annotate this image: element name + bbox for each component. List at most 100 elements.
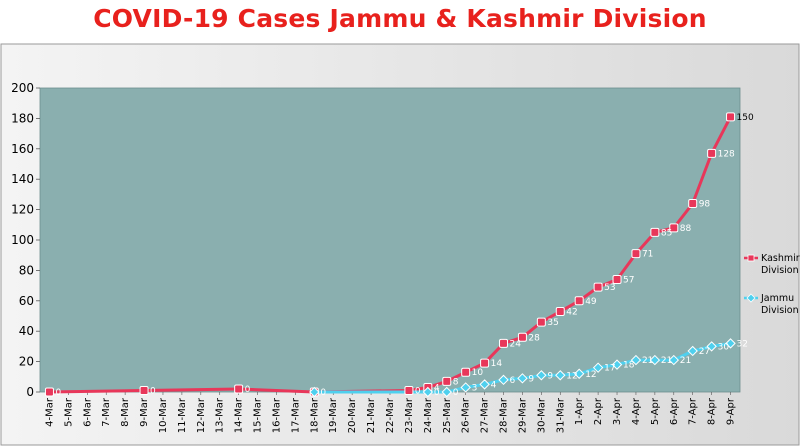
data-point [707, 148, 717, 158]
x-tick-label: 3-Apr [612, 397, 623, 425]
data-point [706, 341, 717, 352]
data-point [422, 386, 434, 398]
y-tick-label: 0 [26, 385, 34, 399]
y-tick-label: 40 [19, 324, 34, 338]
data-label: 4 [491, 380, 497, 390]
y-tick-label: 120 [11, 203, 34, 217]
x-tick-label: 27-Mar [480, 397, 491, 433]
data-label: 9 [547, 371, 553, 381]
data-label: 9 [528, 374, 534, 384]
data-point [555, 370, 566, 381]
data-point [593, 282, 603, 292]
data-point [574, 296, 584, 306]
data-point [555, 306, 565, 316]
data-point [631, 249, 641, 259]
x-tick-label: 10-Mar [158, 397, 169, 433]
data-point [479, 379, 490, 390]
x-tick-label: 13-Mar [215, 397, 226, 433]
x-tick-label: 7-Apr [688, 397, 699, 425]
data-label: 17 [604, 364, 615, 374]
data-point [649, 354, 661, 366]
data-point [517, 332, 527, 342]
x-tick-label: 4-Mar [44, 397, 55, 427]
data-point [404, 385, 414, 395]
data-label: 24 [510, 339, 522, 349]
data-label: 0 [453, 388, 459, 398]
x-tick-label: 12-Mar [196, 397, 207, 433]
plot-area [39, 87, 741, 393]
legend-label: Jammu [760, 293, 794, 304]
x-tick-label: 1-Apr [574, 397, 585, 425]
data-label: 0 [434, 388, 440, 398]
data-point [498, 374, 509, 386]
data-point [517, 373, 528, 384]
data-label: 150 [737, 113, 754, 123]
data-label: 21 [661, 356, 672, 366]
data-label: 18 [623, 361, 635, 371]
data-label: 35 [547, 318, 558, 328]
x-tick-label: 9-Apr [726, 397, 737, 425]
legend-label: Division [761, 265, 799, 276]
data-label: 42 [566, 307, 577, 317]
y-tick-label: 80 [19, 263, 34, 277]
data-point [536, 317, 546, 327]
data-label: 98 [699, 200, 711, 210]
data-label: 53 [604, 283, 615, 293]
x-tick-label: 22-Mar [385, 397, 396, 433]
x-tick-label: 17-Mar [290, 397, 301, 433]
x-tick-label: 6-Mar [82, 397, 93, 427]
data-label: 49 [585, 297, 597, 307]
x-tick-label: 5-Mar [63, 397, 74, 427]
data-label: 10 [472, 368, 484, 378]
data-label: 88 [680, 224, 692, 234]
x-tick-label: 2-Apr [593, 397, 604, 425]
x-tick-label: 25-Mar [442, 397, 453, 433]
data-label: 30 [718, 342, 730, 352]
data-label: 85 [661, 228, 672, 238]
data-label: 57 [623, 276, 634, 286]
x-tick-label: 26-Mar [461, 397, 472, 433]
data-label: 4 [434, 383, 440, 393]
data-label: 128 [718, 149, 735, 159]
x-tick-label: 28-Mar [499, 397, 510, 433]
data-label: 0 [150, 386, 156, 396]
data-label: 28 [528, 333, 540, 343]
legend-marker [746, 293, 756, 303]
y-tick-label: 200 [11, 81, 34, 95]
data-label: 12 [566, 371, 577, 381]
x-tick-label: 4-Apr [631, 397, 642, 425]
data-point [573, 368, 585, 379]
x-tick-label: 6-Apr [669, 397, 680, 425]
data-point [630, 354, 642, 366]
data-point [592, 362, 604, 373]
x-tick-label: 15-Mar [253, 397, 264, 433]
y-tick-label: 160 [11, 142, 34, 156]
x-tick-label: 11-Mar [177, 397, 188, 433]
data-point [687, 345, 698, 357]
x-tick-label: 7-Mar [101, 397, 112, 427]
x-tick-label: 23-Mar [404, 397, 415, 433]
y-tick-label: 20 [19, 355, 34, 369]
data-point [309, 386, 320, 398]
x-tick-label: 31-Mar [555, 397, 566, 433]
x-tick-label: 18-Mar [309, 397, 320, 433]
data-label: 71 [642, 250, 653, 260]
x-tick-label: 29-Mar [517, 397, 528, 433]
y-axis: 0 20 40 60 80 100 120 140 160 180 200 [11, 81, 40, 399]
x-tick-label: 14-Mar [234, 397, 245, 433]
data-point [44, 387, 54, 397]
x-tick-label: 8-Apr [707, 397, 718, 425]
data-point [668, 354, 679, 366]
data-point [612, 275, 622, 285]
data-label: 12 [585, 370, 596, 380]
y-tick-label: 140 [11, 172, 34, 186]
y-tick-label: 60 [19, 294, 34, 308]
x-axis: 4-Mar 5-Mar 6-Mar 7-Mar 8-Mar 9-Mar 10-Mar 11-M… [44, 392, 737, 433]
data-label: 0 [320, 388, 326, 398]
data-point [669, 223, 679, 233]
data-point [460, 382, 471, 393]
legend-marker [747, 254, 755, 262]
x-tick-label: 16-Mar [271, 397, 282, 433]
data-point [480, 358, 490, 368]
data-label: 21 [680, 356, 691, 366]
